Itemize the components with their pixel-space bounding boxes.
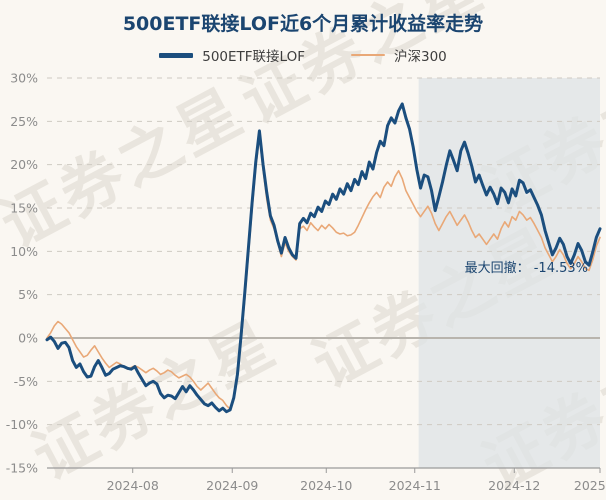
y-axis-tick-label: 10% [10,244,38,259]
y-axis-tick-label: 15% [10,201,38,216]
x-axis-tick-label: 2024-10 [300,478,352,493]
x-axis-tick-label: 2025-01 [574,478,606,493]
y-axis-tick-label: -10% [6,417,38,432]
x-axis-tick-label: 2024-11 [389,478,441,493]
y-axis-tick-label: 5% [18,287,38,302]
series-line-500etf [45,102,602,414]
x-axis-tick-label: 2024-09 [206,478,258,493]
chart-title: 500ETF联接LOF近6个月累计收益率走势 [122,13,484,35]
legend-item-label: 500ETF联接LOF [202,49,305,65]
y-axis-tick-label: 20% [10,157,38,172]
x-axis-tick-label: 2024-08 [107,478,159,493]
legend-item-label: 沪深300 [393,49,447,65]
y-axis-tick-label: -5% [14,374,38,389]
y-axis-tick-label: 30% [10,71,38,86]
legend-item-primary[interactable]: 500ETF联接LOF [159,45,305,65]
legend-item-secondary[interactable]: 沪深300 [350,45,447,65]
legend-swatch-icon [159,52,194,58]
legend-swatch-icon [350,54,385,56]
y-axis-tick-label: -15% [6,461,38,476]
y-axis-tick-label: 25% [10,114,38,129]
y-axis-tick-label: 0% [18,331,38,346]
drawdown-shaded-region [418,78,600,468]
chart-legend: 500ETF联接LOF 沪深300 [0,45,606,65]
series-line-hs300 [46,136,601,410]
x-axis-tick-label: 2024-12 [488,478,540,493]
